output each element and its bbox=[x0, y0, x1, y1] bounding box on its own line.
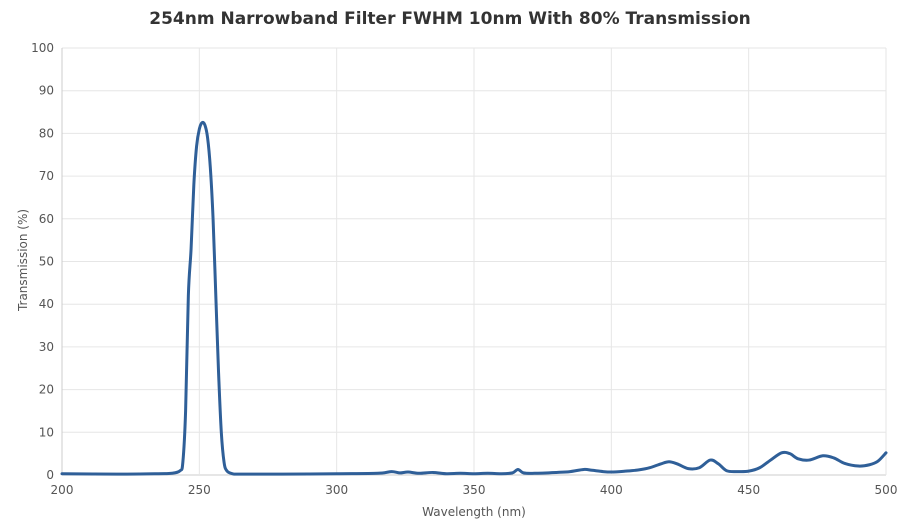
y-tick-label: 90 bbox=[39, 84, 54, 98]
y-tick-label: 70 bbox=[39, 169, 54, 183]
grid-layer bbox=[61, 47, 887, 476]
series-layer bbox=[60, 120, 888, 476]
chart-title: 254nm Narrowband Filter FWHM 10nm With 8… bbox=[149, 9, 750, 29]
transmission-series-line bbox=[60, 120, 888, 476]
x-tick-label: 200 bbox=[51, 483, 74, 497]
y-tick-label: 0 bbox=[46, 468, 54, 482]
y-tick-label: 40 bbox=[39, 297, 54, 311]
x-axis-label: Wavelength (nm) bbox=[422, 505, 526, 519]
y-tick-label: 20 bbox=[39, 383, 54, 397]
y-tick-label: 100 bbox=[31, 41, 54, 55]
x-tick-label: 350 bbox=[463, 483, 486, 497]
x-tick-label: 300 bbox=[325, 483, 348, 497]
tick-label-layer: 0 10 20 30 40 50 60 70 80 90 100 200 250 300 350 400 450… bbox=[31, 41, 897, 497]
y-tick-label: 50 bbox=[39, 255, 54, 269]
x-tick-label: 500 bbox=[875, 483, 898, 497]
y-tick-label: 10 bbox=[39, 425, 54, 439]
y-tick-label: 60 bbox=[39, 212, 54, 226]
y-axis-label: Transmission (%) bbox=[16, 209, 30, 312]
y-tick-label: 80 bbox=[39, 126, 54, 140]
x-tick-label: 400 bbox=[600, 483, 623, 497]
x-tick-label: 450 bbox=[737, 483, 760, 497]
x-tick-label: 250 bbox=[188, 483, 211, 497]
y-tick-label: 30 bbox=[39, 340, 54, 354]
